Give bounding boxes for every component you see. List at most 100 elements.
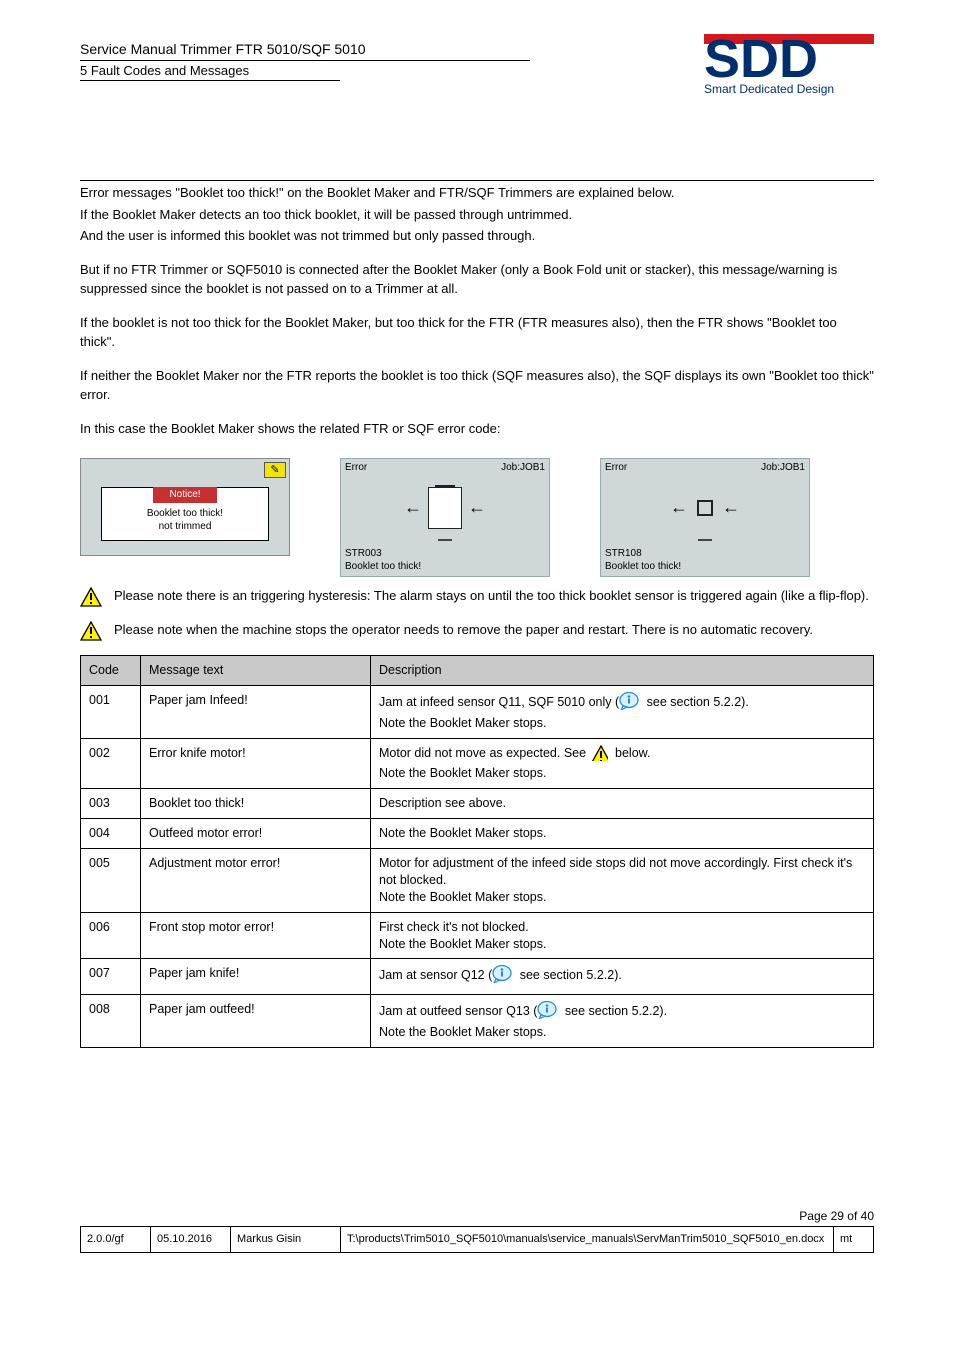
cell-code: 004 [81,819,141,849]
sqf-right: Job:JOB1 [761,461,805,475]
bm-screen: ✎ Notice! Booklet too thick! not trimmed [80,458,290,556]
square-icon [697,500,713,516]
booklet-icon [428,487,462,529]
col-desc: Description [371,655,874,685]
cell-msg: Paper jam Infeed! [141,685,371,738]
arrow-left-icon: ← [468,495,486,519]
warning-2-text: Please note when the machine stops the o… [114,621,813,639]
cell-msg: Paper jam knife! [141,959,371,995]
sqf-code: STR108 [605,547,805,561]
cell-desc: Motor for adjustment of the infeed side … [371,849,874,913]
codes-table: Code Message text Description 001Paper j… [80,655,874,1048]
edit-icon: ✎ [264,462,286,478]
notice-title: Notice! [153,487,216,503]
p5: In this case the Booklet Maker shows the… [80,419,874,439]
rev-path: T:\products\Trim5010_SQF5010\manuals\ser… [341,1227,834,1253]
cell-code: 005 [81,849,141,913]
p1b: If the Booklet Maker detects an too thic… [80,205,874,225]
arrow-left-icon: ← [722,495,740,519]
p1a: Error messages "Booklet too thick!" on t… [80,183,874,203]
warning-1: Please note there is an triggering hyste… [80,587,874,611]
revision-row: 2.0.0/gf 05.10.2016 Markus Gisin T:\prod… [81,1227,874,1253]
bm-notice: Notice! Booklet too thick! not trimmed [101,487,269,541]
cell-msg: Outfeed motor error! [141,819,371,849]
body-text: Error messages "Booklet too thick!" on t… [80,183,874,438]
header-titles: Service Manual Trimmer FTR 5010/SQF 5010… [80,40,530,81]
cell-desc: Description see above. [371,789,874,819]
cell-desc: Jam at infeed sensor Q11, SQF 5010 only … [371,685,874,738]
p4: If neither the Booklet Maker nor the FTR… [80,366,874,405]
notice-line1: Booklet too thick! [106,507,264,521]
table-row: 007Paper jam knife!Jam at sensor Q12 ( s… [81,959,874,995]
cell-msg: Error knife motor! [141,738,371,789]
cell-msg: Booklet too thick! [141,789,371,819]
info-icon [619,692,639,715]
ftr-screen: Error Job:JOB1 ← ← STR003 Booklet too th… [340,458,550,577]
warning-icon [80,587,102,611]
page-number: Page 29 of 40 [80,1208,874,1224]
p2: But if no FTR Trimmer or SQF5010 is conn… [80,260,874,299]
brand-name: SDD [704,37,874,83]
page-header: Service Manual Trimmer FTR 5010/SQF 5010… [80,40,874,150]
dash-icon [698,539,712,541]
cell-msg: Adjustment motor error! [141,849,371,913]
info-icon [537,1001,557,1024]
doc-title: Service Manual Trimmer FTR 5010/SQF 5010 [80,40,530,61]
table-row: 005Adjustment motor error!Motor for adju… [81,849,874,913]
cell-msg: Paper jam outfeed! [141,995,371,1048]
table-row: 004Outfeed motor error!Note the Booklet … [81,819,874,849]
page-footer: Page 29 of 40 2.0.0/gf 05.10.2016 Markus… [80,1208,874,1253]
cell-code: 002 [81,738,141,789]
table-row: 006Front stop motor error!First check it… [81,912,874,959]
revision-table: 2.0.0/gf 05.10.2016 Markus Gisin T:\prod… [80,1226,874,1253]
brand-logo: SDD Smart Dedicated Design [704,34,874,97]
sqf-left: Error [605,461,627,475]
cell-desc: Motor did not move as expected. See belo… [371,738,874,789]
table-row: 008Paper jam outfeed!Jam at outfeed sens… [81,995,874,1048]
brand-tagline: Smart Dedicated Design [704,81,874,97]
arrow-left-icon: ← [404,495,422,519]
col-code: Code [81,655,141,685]
cell-code: 008 [81,995,141,1048]
doc-section: 5 Fault Codes and Messages [80,61,340,82]
p1c: And the user is informed this booklet wa… [80,226,874,246]
cell-code: 001 [81,685,141,738]
ftr-right: Job:JOB1 [501,461,545,475]
cell-desc: First check it's not blocked. Note the B… [371,912,874,959]
warning-icon [80,621,102,645]
cell-code: 003 [81,789,141,819]
ftr-code: STR003 [345,547,545,561]
warning-1-text: Please note there is an triggering hyste… [114,587,869,605]
screenshots-row: ✎ Notice! Booklet too thick! not trimmed… [80,458,874,577]
info-icon [492,965,512,988]
ftr-msg: Booklet too thick! [345,560,545,574]
sqf-msg: Booklet too thick! [605,560,805,574]
screenshot-ftr: Error Job:JOB1 ← ← STR003 Booklet too th… [340,458,550,577]
table-row: 002Error knife motor!Motor did not move … [81,738,874,789]
rev-date: 05.10.2016 [151,1227,231,1253]
cell-desc: Jam at sensor Q12 ( see section 5.2.2). [371,959,874,995]
cell-desc: Note the Booklet Maker stops. [371,819,874,849]
codes-header-row: Code Message text Description [81,655,874,685]
rev-init: mt [834,1227,874,1253]
screenshot-sqf: Error Job:JOB1 ← ← STR108 Booklet too th… [600,458,810,577]
header-rule [80,180,874,181]
ftr-left: Error [345,461,367,475]
p3: If the booklet is not too thick for the … [80,313,874,352]
warning-2: Please note when the machine stops the o… [80,621,874,645]
table-row: 003Booklet too thick!Description see abo… [81,789,874,819]
cell-code: 007 [81,959,141,995]
rev-version: 2.0.0/gf [81,1227,151,1253]
cell-code: 006 [81,912,141,959]
notice-line2: not trimmed [106,520,264,534]
sqf-screen: Error Job:JOB1 ← ← STR108 Booklet too th… [600,458,810,577]
cell-desc: Jam at outfeed sensor Q13 ( see section … [371,995,874,1048]
arrow-left-icon: ← [670,495,688,519]
table-row: 001Paper jam Infeed!Jam at infeed sensor… [81,685,874,738]
screenshot-bookletmaker: ✎ Notice! Booklet too thick! not trimmed [80,458,290,577]
dash-icon [438,539,452,541]
warning-icon [590,745,608,766]
rev-author: Markus Gisin [231,1227,341,1253]
col-msg: Message text [141,655,371,685]
cell-msg: Front stop motor error! [141,912,371,959]
